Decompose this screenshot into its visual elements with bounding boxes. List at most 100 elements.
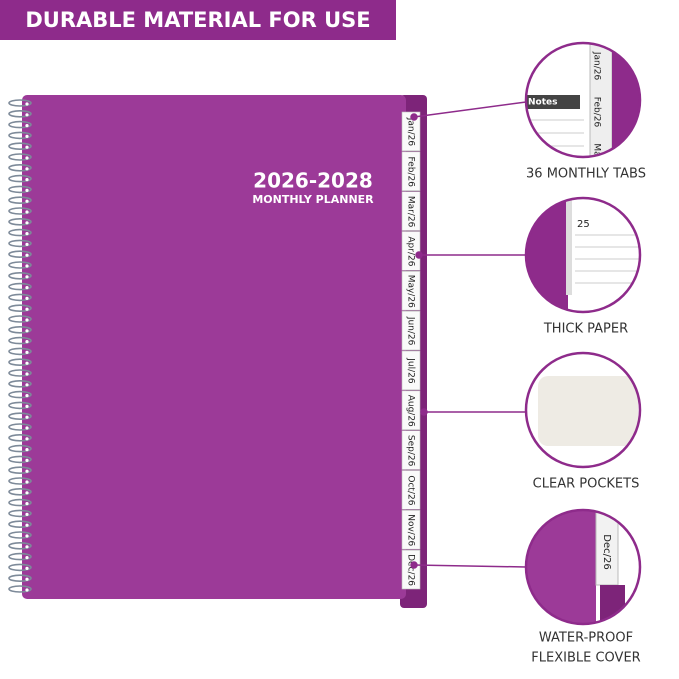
ring-hole <box>25 286 29 290</box>
ring <box>8 174 32 183</box>
ring <box>8 271 32 280</box>
ring-hole <box>25 426 29 430</box>
ring-hole <box>25 178 29 182</box>
ring <box>8 142 32 150</box>
banner <box>0 0 396 40</box>
ring <box>8 585 32 593</box>
ring <box>8 531 32 539</box>
tab <box>401 151 421 191</box>
tab-label: Feb/26 <box>406 157 416 188</box>
ring-hole <box>25 534 29 538</box>
ring-hole <box>25 469 29 473</box>
ring <box>8 433 32 442</box>
inset-text: Ma <box>592 143 602 156</box>
tab-label: Jan/26 <box>406 117 416 147</box>
ring <box>8 261 32 269</box>
ring-hole <box>25 134 29 138</box>
ring <box>8 250 32 258</box>
ring-hole <box>25 491 29 495</box>
ring <box>8 228 32 237</box>
inset-text: Jan/26 <box>592 51 602 81</box>
ring-hole <box>25 523 29 527</box>
ring-hole <box>25 113 29 117</box>
ring-hole <box>25 242 29 246</box>
feature-label: THICK PAPER <box>543 322 628 337</box>
ring <box>8 552 32 561</box>
ring-hole <box>25 264 29 268</box>
ring <box>8 293 32 302</box>
tab <box>401 231 421 271</box>
ring <box>8 423 32 431</box>
tab-label: Dec/26 <box>406 554 416 586</box>
ring-hole <box>25 458 29 462</box>
ring <box>8 401 32 410</box>
tab-label: Apr/26 <box>406 236 416 266</box>
ring <box>8 196 32 204</box>
ring-hole <box>25 329 29 333</box>
ring <box>8 207 32 215</box>
ring <box>8 541 32 550</box>
tab <box>401 430 421 470</box>
ring <box>8 358 32 367</box>
ring-hole <box>25 296 29 300</box>
ring-hole <box>25 221 29 225</box>
ring-hole <box>25 372 29 376</box>
ring-hole <box>25 545 29 549</box>
tab <box>401 470 421 510</box>
tab-label: Mar/26 <box>406 196 416 228</box>
ring-hole <box>25 480 29 484</box>
tab <box>401 191 421 231</box>
spiral <box>8 99 32 593</box>
ring-hole <box>25 502 29 506</box>
ring-hole <box>25 188 29 192</box>
ring <box>8 239 32 248</box>
ring-hole <box>25 394 29 398</box>
ring-hole <box>25 340 29 344</box>
cover-subtitle: MONTHLY PLANNER <box>252 193 374 206</box>
ring <box>8 110 32 118</box>
ring <box>8 379 32 388</box>
ring <box>8 304 32 313</box>
ring <box>8 153 32 161</box>
ring <box>8 487 32 496</box>
banner-text: DURABLE MATERIAL FOR USE <box>25 8 370 32</box>
ring-hole <box>25 556 29 560</box>
ring-hole <box>25 199 29 203</box>
inset-text: 25 <box>577 219 590 230</box>
ring-hole <box>25 102 29 106</box>
inset-pocket <box>526 353 640 467</box>
ring <box>8 444 32 453</box>
ring <box>8 120 32 129</box>
tabs: Jan/26 Feb/26 Mar/26 Apr/26 May/26 Jun/26 Jul/… <box>401 111 421 590</box>
ring-hole <box>25 404 29 408</box>
ring <box>8 477 32 485</box>
tab-label: Jul/26 <box>406 357 416 384</box>
inset-text: Notes <box>528 98 557 108</box>
tab-label: Aug/26 <box>406 395 416 427</box>
ring <box>8 563 32 572</box>
tab-label: Nov/26 <box>406 514 416 546</box>
inset-paper: 25 <box>526 198 640 312</box>
feature-label: WATER-PROOF <box>539 631 633 646</box>
ring-hole <box>25 577 29 581</box>
inset-ring <box>524 508 642 626</box>
feature-label: FLEXIBLE COVER <box>531 651 640 666</box>
tab <box>401 510 421 550</box>
tab-label: Oct/26 <box>406 475 416 505</box>
ring-hole <box>25 588 29 592</box>
ring-hole <box>25 275 29 279</box>
ring-hole <box>25 448 29 452</box>
ring-hole <box>25 437 29 441</box>
feature-label: CLEAR POCKETS <box>533 477 640 492</box>
tab <box>401 310 421 351</box>
ring <box>8 347 32 356</box>
ring <box>8 164 32 172</box>
ring <box>8 315 32 323</box>
tab <box>401 350 421 391</box>
ring-hole <box>25 350 29 354</box>
inset-text: Dec/26 <box>601 534 612 569</box>
inset-ring <box>524 196 642 314</box>
ring <box>8 99 32 107</box>
ring-hole <box>25 383 29 387</box>
